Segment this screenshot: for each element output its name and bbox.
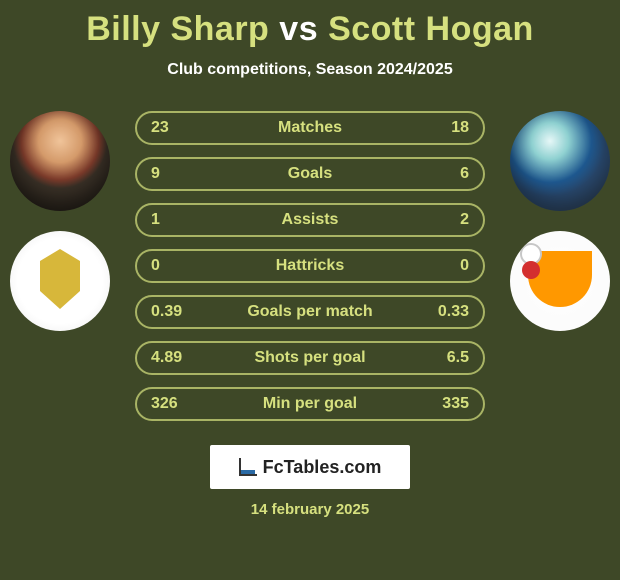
stat-left-value: 0.39 xyxy=(137,303,196,321)
right-player-column xyxy=(500,111,620,331)
stat-label: Goals per match xyxy=(247,303,372,321)
stat-right-value: 6.5 xyxy=(433,349,483,367)
stat-right-value: 0 xyxy=(446,257,483,275)
comparison-title: Billy Sharp vs Scott Hogan xyxy=(0,0,620,49)
stat-row: 4.89 Shots per goal 6.5 xyxy=(135,341,485,375)
stat-left-value: 4.89 xyxy=(137,349,196,367)
player1-avatar-icon xyxy=(10,111,110,211)
stat-right-value: 0.33 xyxy=(424,303,483,321)
footer-date: 14 february 2025 xyxy=(0,501,620,518)
stat-left-value: 1 xyxy=(137,211,174,229)
player2-club-crest-icon xyxy=(510,231,610,331)
comparison-content: 23 Matches 18 9 Goals 6 1 Assists 2 0 Hattricks 0 0.… xyxy=(0,111,620,431)
stat-row: 0.39 Goals per match 0.33 xyxy=(135,295,485,329)
brand-logo: FcTables.com xyxy=(210,445,410,489)
stat-left-value: 326 xyxy=(137,395,192,413)
bar-chart-icon xyxy=(239,458,257,476)
stat-row: 1 Assists 2 xyxy=(135,203,485,237)
stats-table: 23 Matches 18 9 Goals 6 1 Assists 2 0 Hattricks 0 0.… xyxy=(135,111,485,421)
stat-label: Shots per goal xyxy=(254,349,365,367)
subtitle: Club competitions, Season 2024/2025 xyxy=(0,61,620,79)
stat-label: Min per goal xyxy=(263,395,357,413)
stat-right-value: 6 xyxy=(446,165,483,183)
vs-separator: vs xyxy=(279,10,318,48)
stat-right-value: 2 xyxy=(446,211,483,229)
stat-row: 326 Min per goal 335 xyxy=(135,387,485,421)
stat-row: 0 Hattricks 0 xyxy=(135,249,485,283)
stat-left-value: 23 xyxy=(137,119,183,137)
stat-label: Goals xyxy=(288,165,332,183)
player2-avatar-icon xyxy=(510,111,610,211)
stat-right-value: 18 xyxy=(437,119,483,137)
stat-row: 9 Goals 6 xyxy=(135,157,485,191)
stat-label: Hattricks xyxy=(276,257,344,275)
stat-left-value: 9 xyxy=(137,165,174,183)
stat-row: 23 Matches 18 xyxy=(135,111,485,145)
left-player-column xyxy=(0,111,120,331)
player1-club-crest-icon xyxy=(10,231,110,331)
player2-name: Scott Hogan xyxy=(328,10,534,48)
stat-left-value: 0 xyxy=(137,257,174,275)
stat-label: Matches xyxy=(278,119,342,137)
player1-name: Billy Sharp xyxy=(86,10,269,48)
stat-right-value: 335 xyxy=(428,395,483,413)
stat-label: Assists xyxy=(282,211,339,229)
brand-text: FcTables.com xyxy=(263,457,382,478)
